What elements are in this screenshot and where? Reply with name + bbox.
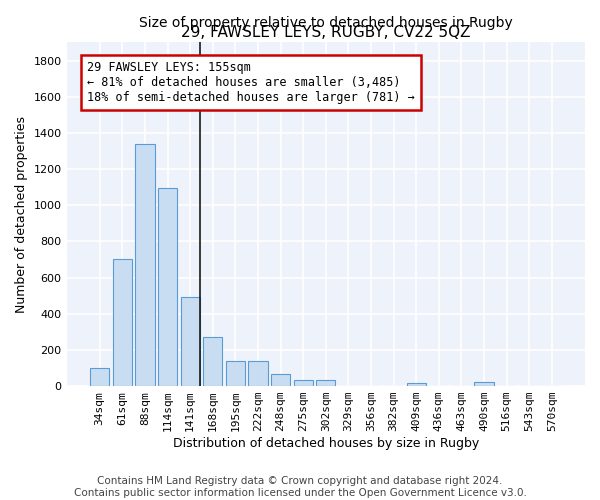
Bar <box>248 361 268 386</box>
Bar <box>293 380 313 386</box>
Bar <box>316 380 335 386</box>
Y-axis label: Number of detached properties: Number of detached properties <box>15 116 28 313</box>
Bar <box>475 382 494 386</box>
Text: Contains HM Land Registry data © Crown copyright and database right 2024.
Contai: Contains HM Land Registry data © Crown c… <box>74 476 526 498</box>
Title: 29, FAWSLEY LEYS, RUGBY, CV22 5QZ: 29, FAWSLEY LEYS, RUGBY, CV22 5QZ <box>181 25 470 40</box>
Bar <box>90 368 109 386</box>
Text: 29 FAWSLEY LEYS: 155sqm
← 81% of detached houses are smaller (3,485)
18% of semi: 29 FAWSLEY LEYS: 155sqm ← 81% of detache… <box>87 62 415 104</box>
Bar <box>271 374 290 386</box>
Bar <box>407 384 426 386</box>
Text: Size of property relative to detached houses in Rugby: Size of property relative to detached ho… <box>139 16 512 30</box>
Bar <box>181 298 200 386</box>
Bar <box>226 361 245 386</box>
Bar <box>203 338 223 386</box>
X-axis label: Distribution of detached houses by size in Rugby: Distribution of detached houses by size … <box>173 437 479 450</box>
Bar <box>158 188 177 386</box>
Bar <box>113 260 132 386</box>
Bar <box>136 144 155 386</box>
